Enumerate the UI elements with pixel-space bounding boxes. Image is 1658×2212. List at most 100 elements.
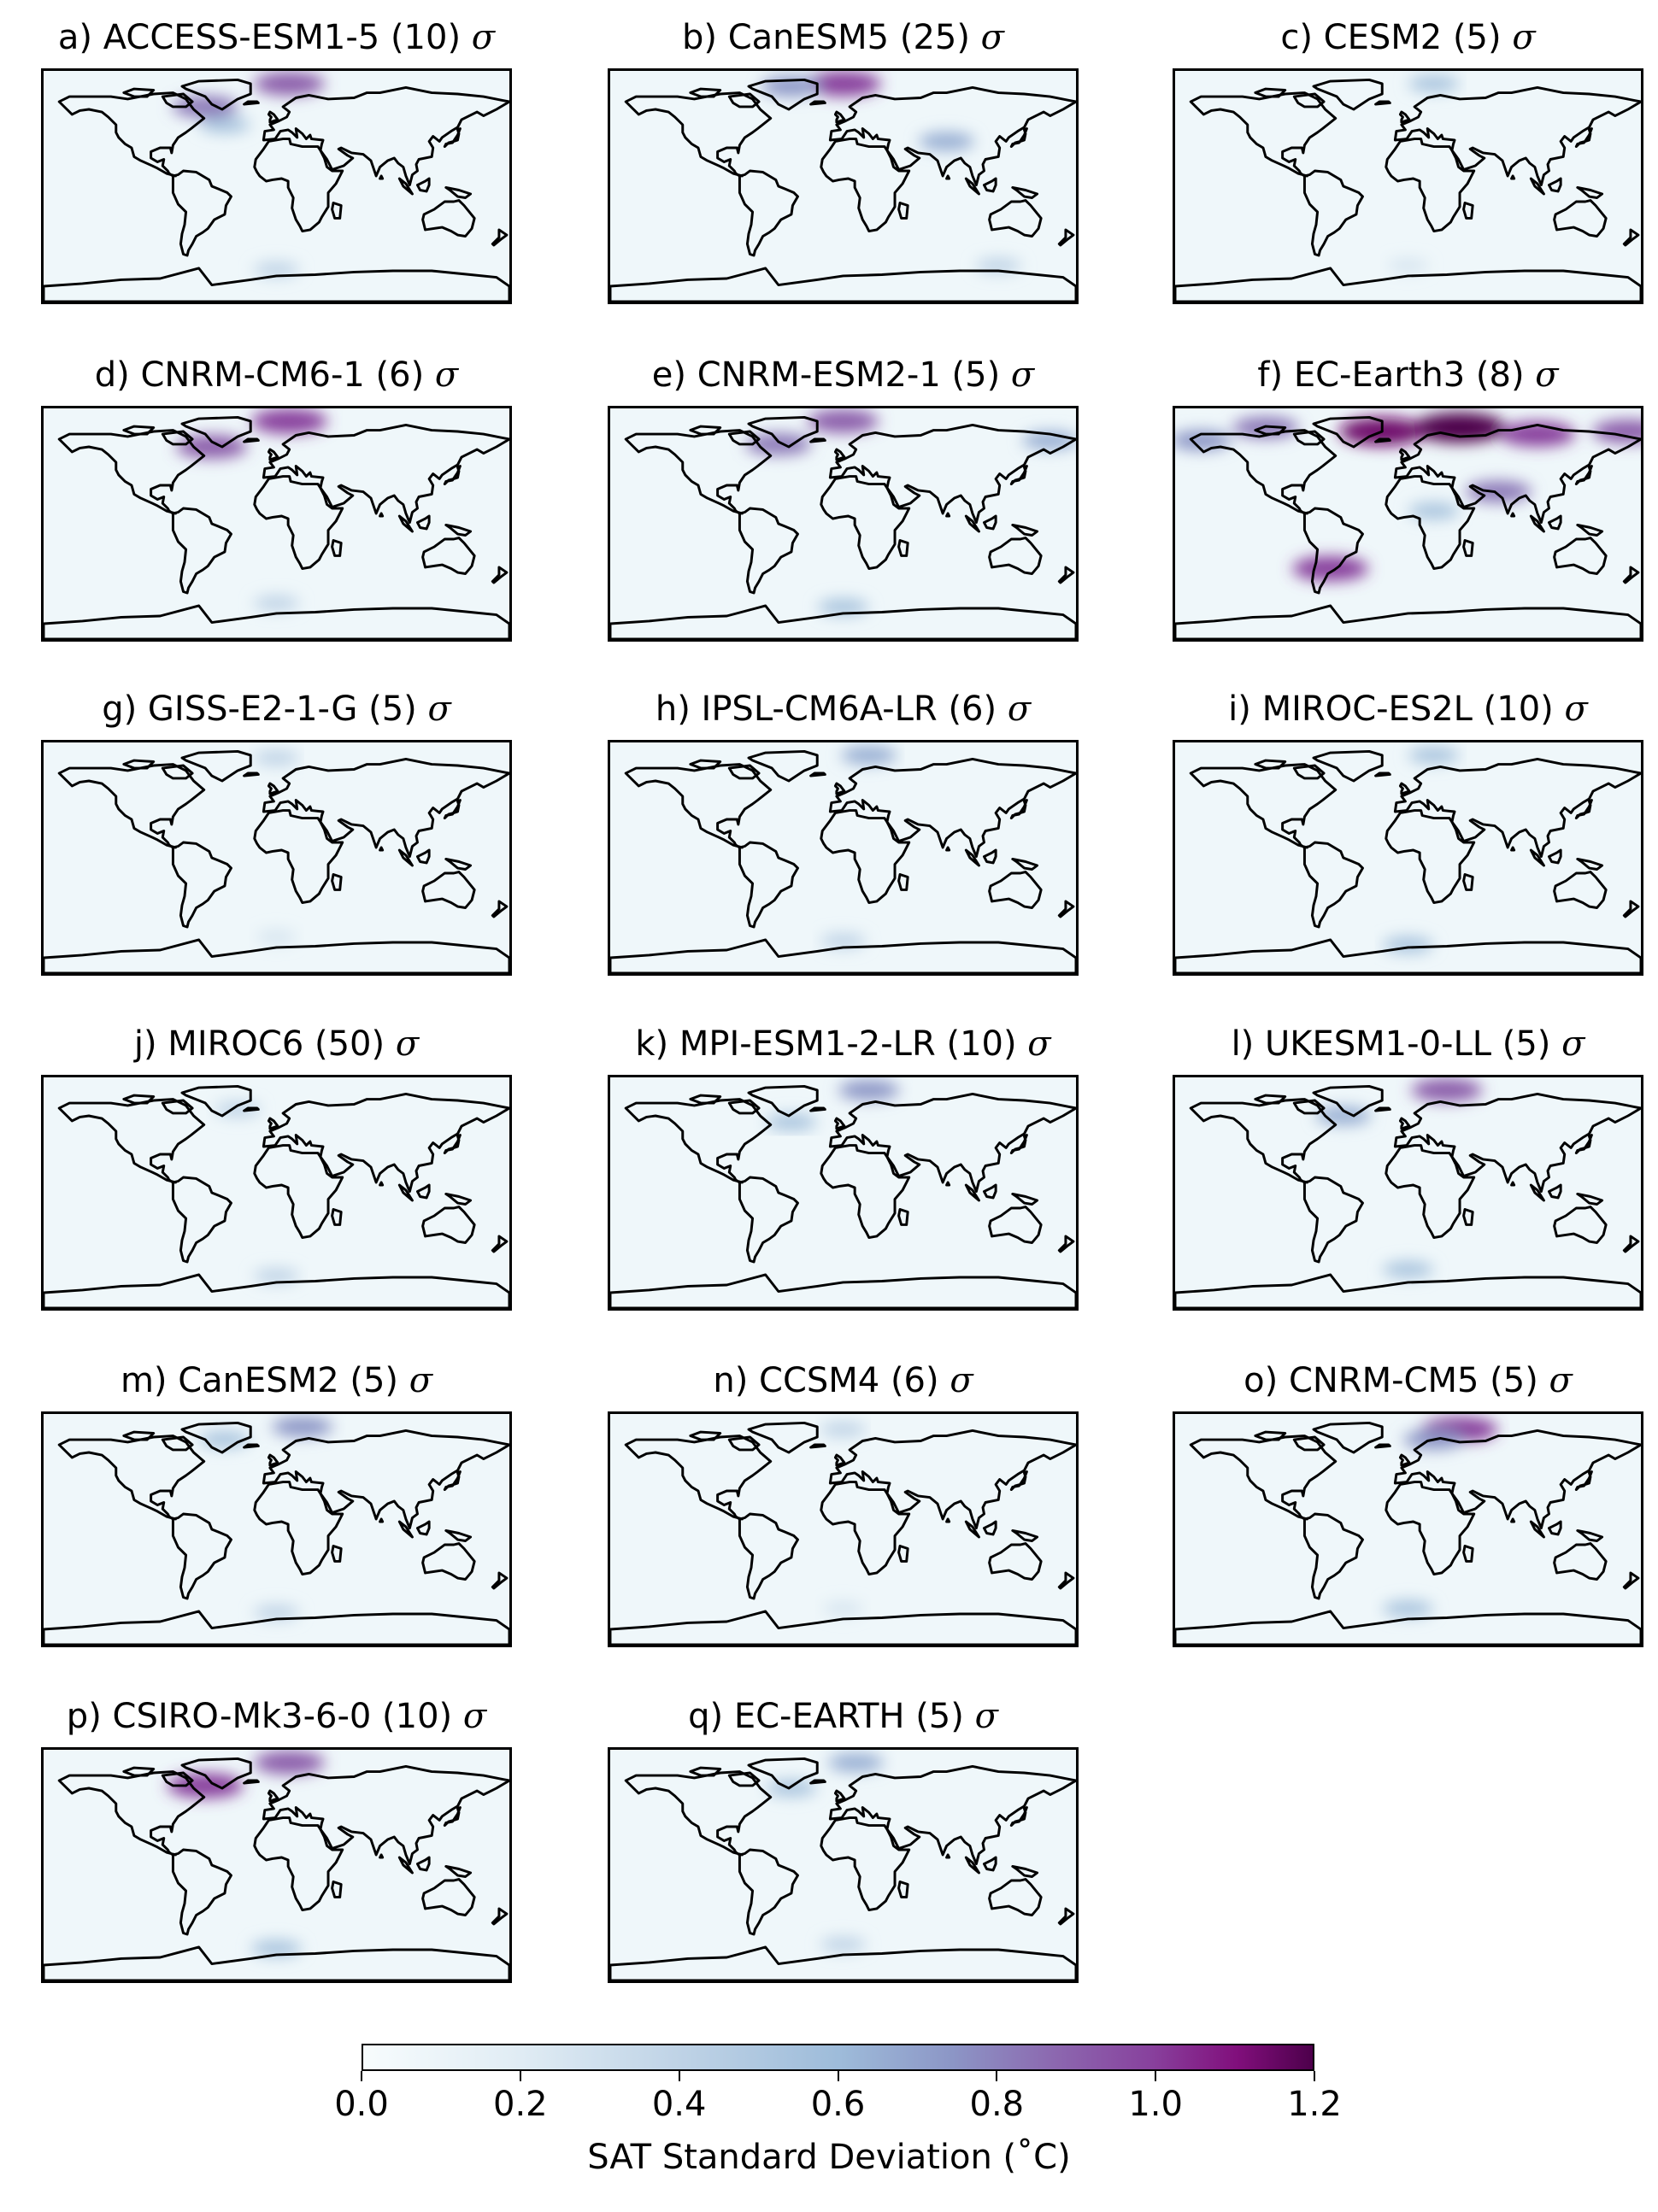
coastline bbox=[809, 100, 826, 106]
colorbar-tick-label: 0.0 bbox=[334, 2085, 389, 2124]
coastline bbox=[1011, 858, 1039, 871]
coastline bbox=[421, 1542, 476, 1581]
coastline bbox=[983, 1856, 997, 1872]
coastline bbox=[253, 475, 344, 570]
coastlines bbox=[1175, 750, 1641, 973]
coastline bbox=[416, 1520, 431, 1536]
coastline bbox=[171, 1848, 232, 1936]
coastline bbox=[1553, 537, 1608, 575]
map-svg bbox=[44, 742, 509, 973]
world-map bbox=[1173, 68, 1643, 304]
variability-hotspot bbox=[253, 1605, 300, 1621]
panel-title: h) IPSL-CM6A-LR (6) σ bbox=[608, 690, 1079, 728]
coastline bbox=[44, 267, 509, 302]
coastline bbox=[443, 127, 462, 148]
coastline bbox=[1009, 465, 1028, 485]
coastline bbox=[747, 1085, 819, 1118]
coastline bbox=[1189, 91, 1338, 178]
coastline bbox=[828, 424, 1076, 524]
variability-hotspot bbox=[253, 1268, 300, 1284]
coastline bbox=[57, 91, 206, 178]
map-svg bbox=[1175, 408, 1641, 639]
variability-field bbox=[253, 750, 300, 944]
panel-title: p) CSIRO-Mk3-6-0 (10) σ bbox=[41, 1698, 512, 1735]
map-svg bbox=[44, 1077, 509, 1308]
coastline bbox=[180, 1422, 252, 1454]
coastline bbox=[1510, 1517, 1516, 1523]
world-map bbox=[608, 1075, 1079, 1311]
world-map bbox=[608, 68, 1079, 304]
sigma-symbol: σ bbox=[1564, 689, 1588, 729]
variability-hotspot bbox=[918, 132, 975, 151]
coastline bbox=[1011, 524, 1039, 537]
coastline bbox=[610, 604, 1076, 639]
coastline bbox=[1011, 1193, 1039, 1206]
map-svg bbox=[1175, 1414, 1641, 1645]
variability-hotspot bbox=[254, 1751, 326, 1775]
coastline bbox=[689, 425, 722, 436]
coastline bbox=[491, 566, 509, 584]
variability-field bbox=[820, 746, 897, 949]
coastline bbox=[828, 86, 1076, 186]
coastline bbox=[1622, 1571, 1640, 1590]
coastline bbox=[820, 809, 911, 904]
sigma-symbol: σ bbox=[427, 689, 451, 729]
coastline bbox=[379, 174, 385, 180]
coastline bbox=[1574, 465, 1593, 485]
map-svg bbox=[44, 1414, 509, 1645]
coastline bbox=[820, 1144, 911, 1239]
coastlines bbox=[44, 1422, 509, 1645]
coastline bbox=[727, 1771, 761, 1787]
coastline bbox=[1529, 1520, 1545, 1539]
coastline bbox=[243, 1443, 260, 1449]
coastline bbox=[122, 1430, 156, 1441]
coastline bbox=[253, 1144, 344, 1239]
coastline bbox=[57, 763, 206, 849]
colorbar-tick-label: 1.2 bbox=[1287, 2085, 1342, 2124]
coastline bbox=[416, 514, 431, 531]
coastline bbox=[421, 1878, 476, 1916]
variability-hotspot bbox=[1408, 747, 1460, 764]
coastline bbox=[1254, 87, 1287, 98]
coastline bbox=[689, 759, 722, 770]
coastline bbox=[1462, 202, 1474, 220]
panel-title: m) CanESM2 (5) σ bbox=[41, 1362, 512, 1399]
coastline bbox=[57, 1770, 206, 1857]
panel-title-text: h) IPSL-CM6A-LR (6) bbox=[655, 689, 1008, 729]
coastline bbox=[809, 772, 826, 777]
world-map bbox=[608, 1411, 1079, 1647]
coastline bbox=[1398, 1117, 1411, 1130]
map-svg bbox=[1175, 1077, 1641, 1308]
coastline bbox=[1574, 799, 1593, 819]
coastline bbox=[161, 1435, 194, 1452]
coastline bbox=[1189, 1098, 1338, 1184]
coastline bbox=[331, 1208, 343, 1226]
coastline bbox=[161, 764, 194, 780]
coastline bbox=[833, 110, 846, 124]
coastline bbox=[988, 871, 1043, 909]
coastline bbox=[747, 1422, 819, 1454]
panel-title: k) MPI-ESM1-2-LR (10) σ bbox=[608, 1025, 1079, 1063]
coastline bbox=[828, 758, 1076, 858]
coastline bbox=[267, 110, 279, 124]
coastline bbox=[727, 430, 761, 446]
coastline bbox=[1622, 228, 1640, 247]
coastline bbox=[983, 1183, 997, 1200]
coastline bbox=[983, 1520, 997, 1536]
coastline bbox=[1189, 763, 1338, 849]
coastline bbox=[828, 1765, 1076, 1865]
coastline bbox=[738, 169, 799, 257]
coastline bbox=[747, 1757, 819, 1790]
coastline bbox=[1312, 1085, 1384, 1118]
panel-title: q) EC-EARTH (5) σ bbox=[608, 1698, 1079, 1735]
coastline bbox=[1254, 425, 1287, 436]
coastline bbox=[624, 763, 773, 849]
coastline bbox=[1292, 1435, 1326, 1452]
coastline bbox=[1576, 186, 1604, 199]
coastline bbox=[491, 900, 509, 918]
panel-title: a) ACCESS-ESM1-5 (10) σ bbox=[41, 19, 512, 56]
coastline bbox=[243, 1779, 260, 1785]
coastline bbox=[1385, 138, 1476, 232]
variability-hotspot bbox=[820, 1937, 867, 1952]
coastline bbox=[243, 100, 260, 106]
